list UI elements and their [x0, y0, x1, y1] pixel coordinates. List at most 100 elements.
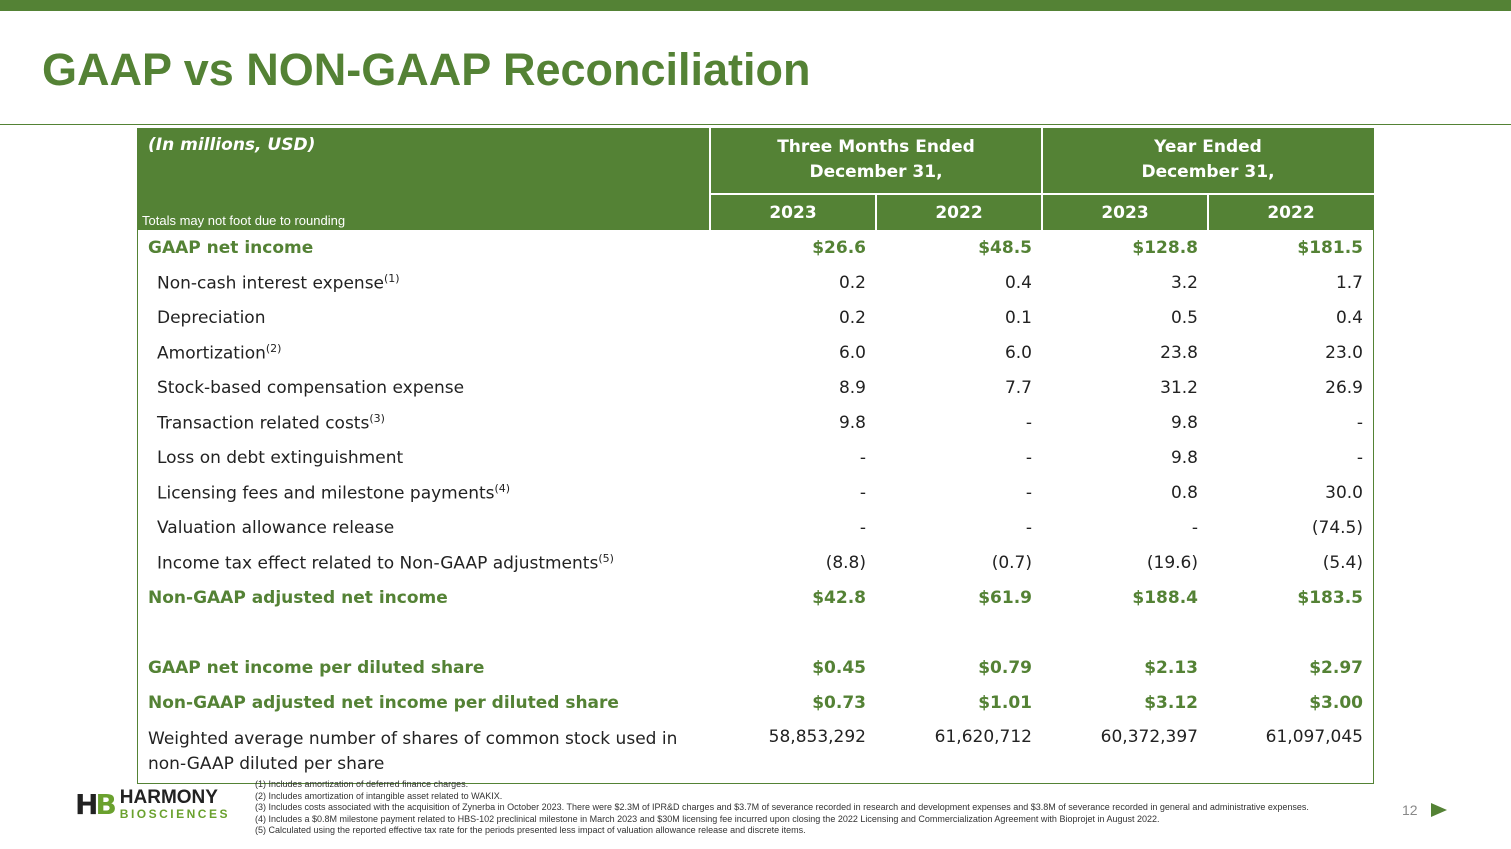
- value-cell: 23.0: [1325, 342, 1363, 363]
- row-label: Non-GAAP adjusted net income: [138, 580, 711, 615]
- footnote: (5) Calculated using the reported effect…: [255, 825, 806, 835]
- row-label-text: Amortization: [157, 343, 266, 364]
- value-cell: 9.8: [1170, 447, 1198, 468]
- footnote-ref: (1): [384, 271, 400, 285]
- value-cell: -: [859, 482, 866, 503]
- logo-sub: BIOSCIENCES: [119, 806, 230, 821]
- year-header: 2022: [875, 193, 1042, 230]
- value-cell: 61,620,712: [934, 727, 1032, 747]
- next-arrow-icon[interactable]: [1431, 803, 1447, 817]
- value-cell: 31.2: [1160, 377, 1198, 398]
- row-label-text: GAAP net income: [148, 237, 314, 258]
- value-cell: 6.0: [838, 342, 866, 363]
- value-cell: $48.5: [978, 237, 1032, 258]
- value-cell: -: [1025, 482, 1032, 503]
- value-cell: $0.45: [812, 657, 866, 678]
- units-cell: (In millions, USD) Totals may not foot d…: [137, 128, 710, 230]
- value-cell: -: [1025, 412, 1032, 433]
- value-cell: 58,853,292: [768, 727, 866, 747]
- table-row-weighted-shares: Weighted average number of shares of com…: [138, 720, 1374, 784]
- value-cell: 0.2: [838, 272, 866, 293]
- value-cell: 0.8: [1170, 482, 1198, 503]
- row-label-text: Non-GAAP adjusted net income: [148, 587, 448, 608]
- page-title: GAAP vs NON-GAAP Reconciliation: [42, 44, 811, 95]
- value-cell: 0.4: [1004, 272, 1032, 293]
- footnote-ref: (3): [369, 411, 385, 425]
- row-label: Amortization(2): [138, 335, 711, 370]
- row-label: Stock-based compensation expense: [138, 370, 711, 405]
- value-cell: $3.12: [1144, 692, 1198, 713]
- value-cell: $61.9: [978, 587, 1032, 608]
- row-label: Transaction related costs(3): [138, 405, 711, 440]
- table-row: Transaction related costs(3) 9.8 - 9.8 -: [138, 405, 1374, 440]
- group-line: December 31,: [809, 162, 943, 182]
- value-cell: -: [859, 447, 866, 468]
- reconciliation-table: (In millions, USD) Totals may not foot d…: [137, 128, 1374, 784]
- row-label-text: Income tax effect related to Non-GAAP ad…: [157, 553, 599, 574]
- table-row: Depreciation 0.2 0.1 0.5 0.4: [138, 300, 1374, 335]
- table-row: [138, 615, 1374, 650]
- logo-name: HARMONY: [119, 786, 218, 808]
- group-header-three-months: Three Months Ended December 31,: [709, 128, 1042, 194]
- footnote-ref: (4): [494, 481, 511, 495]
- group-header-year: Year Ended December 31,: [1041, 128, 1374, 194]
- row-label: Licensing fees and milestone payments(4): [138, 475, 711, 510]
- divider: [0, 124, 1511, 125]
- row-label-text: Weighted average number of shares of com…: [148, 728, 678, 749]
- footnote: (2) Includes amortization of intangible …: [255, 790, 503, 801]
- value-cell: (5.4): [1322, 552, 1363, 573]
- footnote-ref: (5): [598, 551, 614, 565]
- value-cell: 0.2: [838, 307, 866, 328]
- value-cell: $2.13: [1144, 657, 1198, 678]
- value-cell: -: [859, 517, 866, 538]
- row-label: Income tax effect related to Non-GAAP ad…: [138, 545, 711, 580]
- value-cell: 1.7: [1335, 272, 1363, 293]
- table-row: GAAP net income per diluted share $0.45 $0…: [138, 650, 1374, 685]
- value-cell: [876, 615, 1042, 650]
- value-cell: 3.2: [1170, 272, 1198, 293]
- row-label-text: Valuation allowance release: [157, 517, 395, 538]
- table-row: Loss on debt extinguishment - - 9.8 -: [138, 440, 1374, 475]
- year-row: 2023 2022 2023 2022: [138, 193, 1374, 230]
- row-label-text: Stock-based compensation expense: [157, 377, 465, 398]
- group-line: Year Ended: [1154, 137, 1262, 157]
- value-cell: -: [1191, 517, 1198, 538]
- units-label: (In millions, USD): [148, 135, 316, 155]
- row-label: GAAP net income per diluted share: [138, 650, 711, 685]
- row-label: Loss on debt extinguishment: [138, 440, 711, 475]
- value-cell: 6.0: [1004, 342, 1032, 363]
- row-label: [138, 615, 711, 650]
- footnotes: (1) Includes amortization of deferred fi…: [255, 779, 1355, 837]
- table-row: Income tax effect related to Non-GAAP ad…: [138, 545, 1374, 580]
- value-cell: (8.8): [825, 552, 866, 573]
- value-cell: $2.97: [1309, 657, 1363, 678]
- row-label: GAAP net income: [138, 230, 711, 265]
- value-cell: 8.9: [838, 377, 866, 398]
- value-cell: 7.7: [1004, 377, 1032, 398]
- row-label-text: Licensing fees and milestone payments: [157, 483, 495, 504]
- value-cell: $128.8: [1132, 237, 1198, 258]
- value-cell: $183.5: [1297, 587, 1363, 608]
- value-cell: (19.6): [1146, 552, 1198, 573]
- row-label: Valuation allowance release: [138, 510, 711, 545]
- value-cell: (0.7): [991, 552, 1032, 573]
- row-label: Non-GAAP adjusted net income per diluted…: [138, 685, 711, 720]
- year-header: 2022: [1207, 193, 1374, 230]
- page-number: 12: [1402, 802, 1418, 818]
- value-cell: $3.00: [1309, 692, 1363, 713]
- table-row: Amortization(2) 6.0 6.0 23.8 23.0: [138, 335, 1374, 370]
- value-cell: [1208, 615, 1374, 650]
- value-cell: [710, 615, 876, 650]
- value-cell: 61,097,045: [1265, 727, 1363, 747]
- table-row: GAAP net income $26.6 $48.5 $128.8 $181.5: [138, 230, 1374, 265]
- row-label: Non-cash interest expense(1): [138, 265, 711, 300]
- table-row: Non-GAAP adjusted net income $42.8 $61.9 $1…: [138, 580, 1374, 615]
- value-cell: 9.8: [838, 412, 866, 433]
- value-cell: (74.5): [1311, 517, 1363, 538]
- value-cell: $181.5: [1297, 237, 1363, 258]
- value-cell: 0.1: [1004, 307, 1032, 328]
- value-cell: $0.79: [978, 657, 1032, 678]
- group-line: Three Months Ended: [777, 137, 975, 157]
- value-cell: 60,372,397: [1100, 727, 1198, 747]
- row-label-text: non-GAAP diluted per share: [148, 753, 385, 774]
